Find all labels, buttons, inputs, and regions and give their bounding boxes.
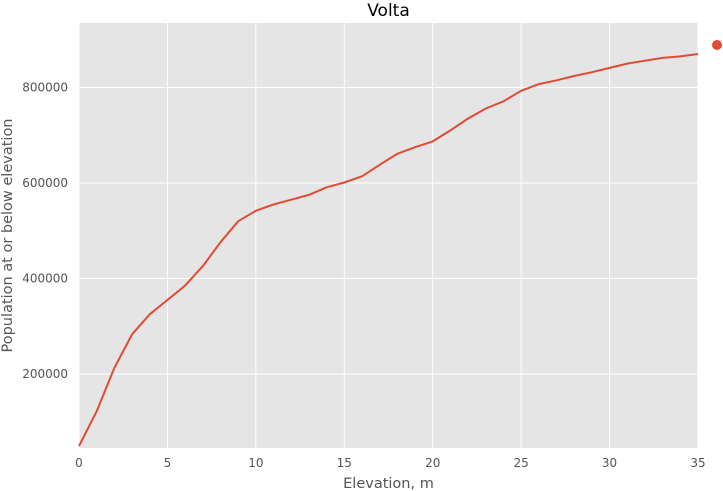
- x-tick-label: 15: [337, 456, 352, 470]
- plot-background: [79, 23, 698, 448]
- legend-marker: [712, 40, 722, 50]
- y-tick-label: 800000: [22, 80, 68, 94]
- x-axis-title: Elevation, m: [343, 476, 434, 491]
- y-axis-title: Population at or below elevation: [0, 118, 16, 352]
- x-tick-label: 10: [248, 456, 263, 470]
- x-tick-label: 35: [690, 456, 705, 470]
- grid-lines: [78, 23, 699, 448]
- x-tick-label: 20: [425, 456, 440, 470]
- x-tick-label: 30: [602, 456, 617, 470]
- series-line: [78, 53, 699, 447]
- chart-title: Volta: [367, 1, 410, 21]
- x-tick-label: 25: [514, 456, 529, 470]
- x-axis-ticks: 0 5 10 15 20 25 30 35: [75, 456, 705, 470]
- x-tick-label: 5: [164, 456, 172, 470]
- y-axis-ticks: 200000 400000 600000 800000: [22, 80, 68, 381]
- x-tick-label: 0: [75, 456, 83, 470]
- y-tick-label: 600000: [22, 176, 68, 190]
- y-tick-label: 200000: [22, 367, 68, 381]
- y-tick-label: 400000: [22, 271, 68, 285]
